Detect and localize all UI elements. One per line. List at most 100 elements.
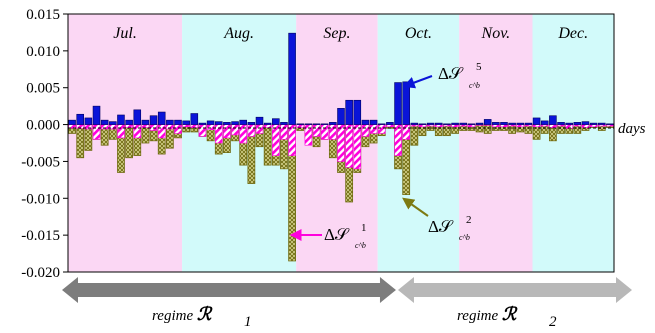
bar-s1-22 [247,124,256,137]
bar-s5-10 [149,115,158,125]
regime-2-arrow-shape [397,277,632,303]
annotation-s2: Δ𝒮 2 c^b [402,197,472,242]
bar-s5-40 [394,82,402,125]
bar-s5-51 [483,119,492,125]
bar-s1-39 [386,124,394,128]
bar-s5-29 [304,123,313,125]
bar-s5-49 [467,123,476,125]
bar-s1-59 [549,124,557,128]
bar-s1-13 [174,124,182,134]
y-tick-label-2: 0.005 [26,81,60,97]
annotation-sub-s5: c^b [469,81,480,90]
bar-s5-5 [109,121,117,125]
bar-s5-50 [475,122,484,125]
svg-text:Δ𝒮: Δ𝒮 [324,225,350,244]
bar-s5-16 [198,122,207,125]
bar-s1-37 [369,124,378,134]
bar-s1-14 [182,124,190,128]
bar-s2-1 [76,124,85,159]
svg-text:Δ𝒮: Δ𝒮 [438,64,464,83]
annotation-sup-s1: 1 [361,222,367,234]
bar-s1-15 [190,124,199,128]
annotation-s1: Δ𝒮 1 c^b [289,222,367,250]
bar-s1-16 [198,124,207,137]
bar-s5-37 [369,119,378,125]
bar-s5-61 [565,122,573,125]
bar-s1-63 [581,124,590,128]
month-label-5: Dec. [557,25,588,42]
bar-s1-27 [288,124,296,156]
month-label-0: Jul. [113,25,137,42]
bar-s1-41 [402,124,410,140]
y-tick-label-6: -0.015 [21,228,60,244]
svg-text:regime ℛ: regime ℛ [152,304,213,324]
bar-s1-36 [361,124,370,137]
bar-s5-53 [500,122,508,125]
regime-1-arrow: regime ℛ 1 [62,277,396,330]
bar-s1-43 [418,124,427,128]
bar-s5-2 [84,117,93,125]
bar-s5-47 [451,122,459,125]
y-tick-label-7: -0.020 [21,265,60,281]
bar-s5-15 [190,113,199,125]
bar-s1-57 [532,124,541,128]
y-tick-label-5: -0.010 [21,191,60,207]
bar-s5-35 [353,99,362,125]
x-axis-label: days [618,121,646,137]
bar-s5-58 [540,120,549,125]
bar-s5-1 [76,113,84,125]
bar-s5-21 [239,119,247,125]
bar-s1-32 [329,124,337,140]
regime-1-text: regime [152,308,197,324]
bar-s1-55 [516,124,525,128]
bar-s5-13 [174,119,182,125]
bar-s1-23 [255,124,264,134]
bar-s1-35 [353,124,362,170]
bar-s5-8 [133,109,142,125]
bar-s5-32 [329,122,337,125]
month-label-3: Oct. [405,25,432,42]
bar-s5-24 [263,122,272,125]
bar-s1-47 [451,124,459,128]
bar-s5-34 [345,99,353,125]
bar-s1-45 [435,124,443,128]
bar-s1-8 [133,124,142,139]
bar-s1-7 [125,124,133,128]
bar-s5-59 [549,115,557,125]
annotation-sup-s5: 5 [476,61,482,73]
annotation-sup-s2: 2 [466,214,472,226]
bar-s1-53 [500,124,508,128]
month-label-4: Nov. [481,25,511,42]
bar-s5-9 [141,119,150,125]
bar-s5-65 [598,122,606,125]
bar-s5-63 [581,121,590,125]
annotation-arrow-s5 [402,75,433,89]
bar-s1-26 [280,124,288,140]
bar-s5-52 [492,122,500,125]
bar-s5-0 [68,119,76,125]
bar-s1-64 [589,124,598,128]
annotation-symbol-s5: Δ𝒮 [438,64,464,83]
y-tick-label-1: 0.010 [26,44,60,60]
bar-s5-6 [117,114,125,125]
bar-s1-28 [296,124,305,128]
svg-text:regime ℛ: regime ℛ [457,304,518,324]
svg-text:Δ𝒮: Δ𝒮 [428,217,454,236]
bar-s5-60 [557,122,565,125]
bar-s5-66 [606,123,614,125]
bar-s5-56 [524,122,533,125]
bar-s5-36 [361,119,370,125]
regime-2-symbol: ℛ [502,304,518,324]
bar-s1-34 [345,124,353,168]
annotation-s5: Δ𝒮 5 c^b [402,61,482,90]
bar-s1-24 [263,124,272,128]
bar-s5-39 [386,122,394,125]
bar-s1-40 [394,124,402,156]
bar-s2-51 [483,124,492,134]
regime-1-arrow-shape [62,277,396,303]
bar-s1-11 [157,124,166,139]
bar-s1-20 [231,124,239,136]
bar-s1-30 [312,124,321,137]
bar-s5-7 [125,119,133,125]
month-label-2: Sep. [323,25,350,42]
